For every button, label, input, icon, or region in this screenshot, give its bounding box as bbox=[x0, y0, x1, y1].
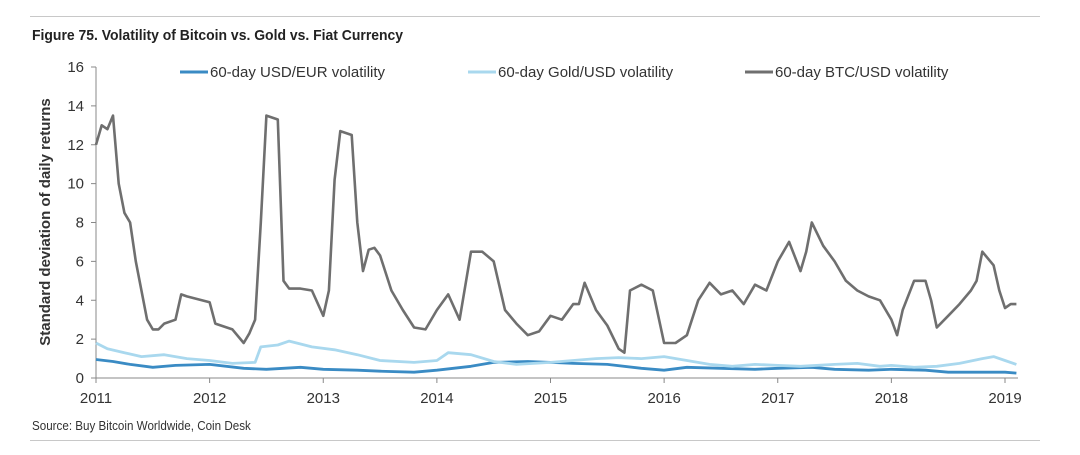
series-lines bbox=[94, 114, 1017, 375]
source-note: Source: Buy Bitcoin Worldwide, Coin Desk bbox=[32, 419, 251, 433]
y-axis: 0 2 4 6 8 10 12 14 16 bbox=[67, 59, 97, 387]
series-line-2 bbox=[95, 339, 1017, 369]
x-tick-label: 2013 bbox=[307, 390, 340, 407]
y-tick-label: 2 bbox=[76, 331, 84, 348]
y-tick-label: 14 bbox=[67, 98, 84, 115]
top-rule bbox=[30, 16, 1040, 17]
y-tick-label: 10 bbox=[67, 176, 84, 193]
x-axis: 2011 2012 2013 2014 2015 2016 2017 2018 2019 bbox=[80, 377, 1022, 407]
y-tick-label: 16 bbox=[67, 59, 84, 76]
x-tick-label: 2012 bbox=[193, 390, 226, 407]
bottom-rule bbox=[30, 440, 1040, 441]
y-tick-label: 6 bbox=[76, 253, 84, 270]
figure-title: Figure 75. Volatility of Bitcoin vs. Gol… bbox=[32, 27, 404, 44]
x-tick-label: 2017 bbox=[761, 390, 794, 407]
legend-label: 60-day Gold/USD volatility bbox=[498, 64, 674, 81]
legend: 60-day USD/EUR volatility 60-day Gold/USD… bbox=[180, 64, 949, 81]
x-tick-label: 2019 bbox=[988, 390, 1021, 407]
y-tick-label: 4 bbox=[76, 292, 84, 309]
y-tick-label: 12 bbox=[67, 137, 84, 154]
y-axis-label: Standard deviation of daily returns bbox=[37, 98, 54, 346]
x-tick-label: 2015 bbox=[534, 390, 567, 407]
legend-label: 60-day USD/EUR volatility bbox=[210, 64, 386, 81]
x-tick-label: 2011 bbox=[80, 390, 112, 407]
y-tick-label: 0 bbox=[76, 370, 84, 387]
legend-label: 60-day BTC/USD volatility bbox=[775, 64, 949, 81]
x-tick-label: 2014 bbox=[420, 390, 453, 407]
series-line-3 bbox=[94, 114, 1017, 355]
x-tick-label: 2016 bbox=[647, 390, 680, 407]
y-tick-label: 8 bbox=[76, 215, 84, 232]
x-tick-label: 2018 bbox=[875, 390, 908, 407]
